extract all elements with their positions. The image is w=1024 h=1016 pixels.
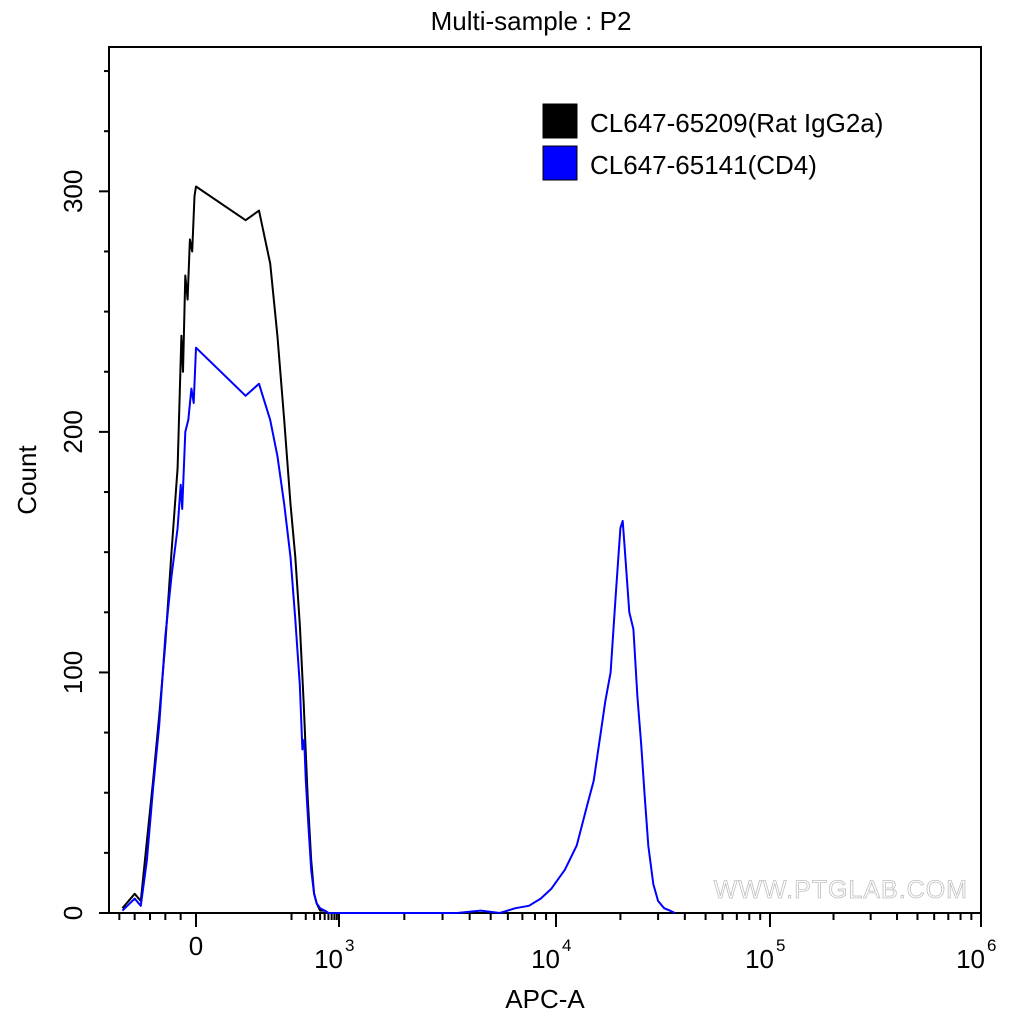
- series-line-rat-igg2a: [121, 185, 443, 914]
- watermark: WWW.PTGLAB.COM: [714, 876, 968, 904]
- legend-swatch-cd4: [542, 145, 578, 181]
- legend: CL647-65209(Rat IgG2a) CL647-65141(CD4): [542, 103, 883, 181]
- x-tick-label-exponent: 4: [562, 936, 571, 955]
- x-axis-label: APC-A: [505, 984, 585, 1014]
- chart-title: Multi-sample : P2: [431, 6, 632, 36]
- x-tick-label: 10: [314, 944, 343, 974]
- y-tick-label: 200: [58, 410, 88, 453]
- x-tick-label: 10: [531, 944, 560, 974]
- x-tick-label-exponent: 3: [345, 936, 354, 955]
- x-tick-label: 10: [745, 944, 774, 974]
- legend-swatch-rat-igg2a: [542, 103, 578, 139]
- x-tick-label-exponent: 6: [987, 936, 996, 955]
- series-line-cd4: [121, 346, 676, 914]
- y-axis-ticks: 0 100 200 300: [58, 70, 109, 920]
- y-tick-label: 0: [58, 906, 88, 920]
- x-tick-label-exponent: 5: [776, 936, 785, 955]
- x-tick-label: 10: [956, 944, 985, 974]
- y-tick-label: 100: [58, 651, 88, 694]
- legend-label-cd4: CL647-65141(CD4): [590, 150, 817, 180]
- plot-frame: [108, 46, 982, 914]
- series-lines: [121, 185, 676, 914]
- legend-label-rat-igg2a: CL647-65209(Rat IgG2a): [590, 108, 883, 138]
- y-tick-label: 300: [58, 170, 88, 213]
- x-axis-ticks: 0 10 3 10 4 10 5 10 6: [118, 913, 996, 974]
- x-tick-label: 0: [189, 931, 203, 961]
- y-axis-label: Count: [12, 445, 42, 515]
